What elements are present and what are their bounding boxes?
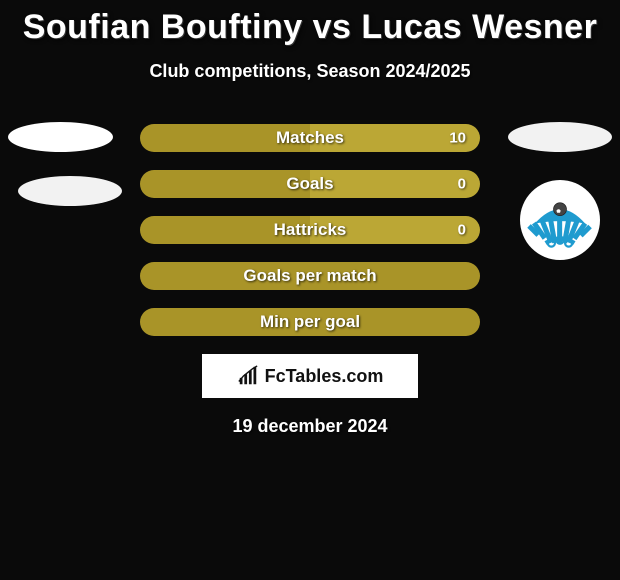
page-title: Soufian Bouftiny vs Lucas Wesner [0, 0, 620, 47]
stat-label: Matches [276, 128, 344, 148]
stat-label: Min per goal [260, 312, 360, 332]
club-logo-icon [524, 184, 596, 256]
stat-row: Min per goal [140, 308, 480, 336]
stat-label: Goals [286, 174, 333, 194]
stat-row: Hattricks 0 [140, 216, 480, 244]
brand-text: FcTables.com [265, 366, 384, 387]
stat-value-right: 0 [458, 176, 466, 193]
date-label: 19 december 2024 [0, 416, 620, 437]
stat-bar-left [140, 170, 310, 198]
stat-label: Goals per match [243, 266, 376, 286]
club-right-logo [520, 180, 600, 260]
stat-bar-right [310, 170, 480, 198]
subtitle: Club competitions, Season 2024/2025 [0, 61, 620, 82]
stat-row: Goals per match [140, 262, 480, 290]
stat-value-right: 10 [449, 130, 466, 147]
player-right-placeholder [508, 122, 612, 152]
brand-box[interactable]: FcTables.com [202, 354, 418, 398]
stat-value-right: 0 [458, 222, 466, 239]
stat-label: Hattricks [274, 220, 347, 240]
chart-icon [237, 365, 259, 387]
comparison-card: Soufian Bouftiny vs Lucas Wesner Club co… [0, 0, 620, 580]
club-left-placeholder [18, 176, 122, 206]
stat-row: Goals 0 [140, 170, 480, 198]
player-left-placeholder [8, 122, 113, 152]
stat-row: Matches 10 [140, 124, 480, 152]
